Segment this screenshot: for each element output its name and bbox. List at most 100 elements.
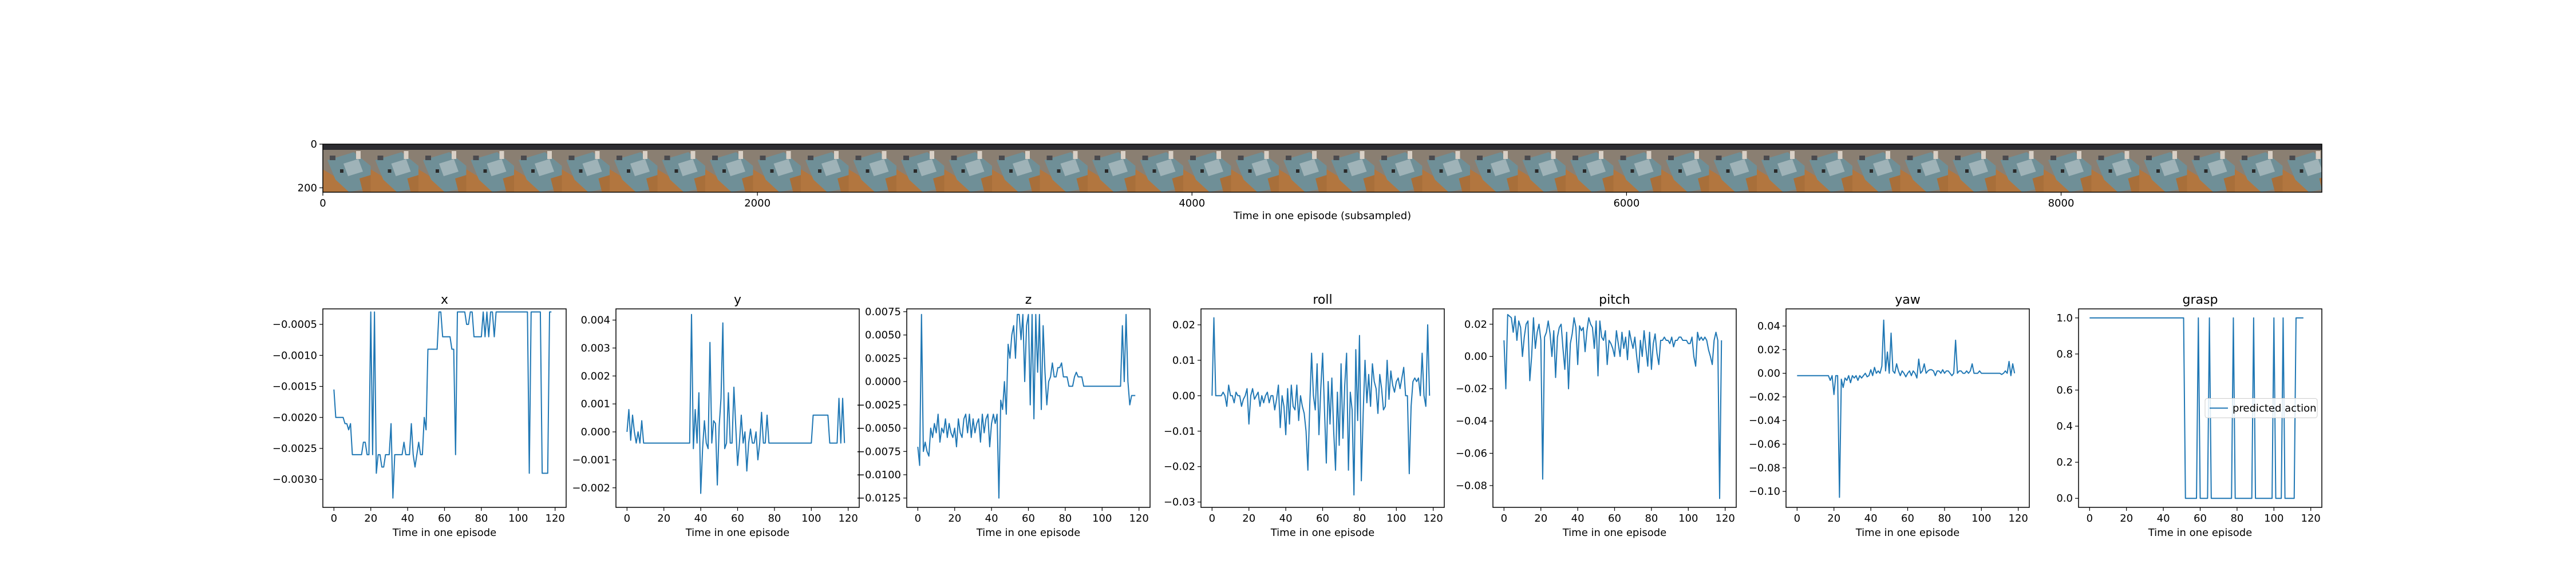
y-tick-label: 0.2 — [2056, 456, 2073, 468]
x-tick-label: 100 — [1092, 513, 1112, 525]
plot-title: grasp — [2183, 293, 2218, 307]
x-tick-label: 80 — [2230, 513, 2243, 525]
y-tick-label: −0.0050 — [856, 423, 901, 435]
series-line — [333, 311, 552, 499]
x-tick-label: 0 — [1209, 513, 1215, 525]
y-tick-label: 0.0 — [2056, 492, 2073, 505]
plot-yaw: yaw 0 20 40 60 80 100 120 −0.10 −0.08 −0.06 −0.04 −0… — [1749, 293, 2030, 539]
y-tick-label: −0.0005 — [272, 319, 317, 331]
y-tick-label: 0.0000 — [865, 376, 901, 388]
x-tick-label: 80 — [1645, 513, 1658, 525]
filmstrip-xtick-label: 4000 — [1179, 197, 1205, 209]
x-axis-label: Time in one episode — [392, 527, 497, 539]
x-tick-label: 20 — [1827, 513, 1840, 525]
plot-y: y 0 20 40 60 80 100 120 −0.002 −0.001 0.000 0.001 0.… — [572, 293, 860, 539]
x-tick-label: 100 — [1678, 513, 1698, 525]
legend-box — [2204, 398, 2318, 418]
y-tick-label: −0.08 — [1456, 480, 1487, 492]
x-axis-label: Time in one episode — [976, 527, 1081, 539]
x-axis-label: Time in one episode — [685, 527, 790, 539]
plot-frame — [2078, 308, 2322, 508]
y-tick-label: 0.00 — [1172, 390, 1195, 402]
legend: predicted action — [2204, 398, 2318, 418]
y-tick-label: 0.4 — [2056, 420, 2073, 432]
plot-pitch: pitch 0 20 40 60 80 100 120 −0.08 −0.06 −0.04 −0.02… — [1456, 293, 1737, 539]
y-tick-label: 0.01 — [1172, 355, 1195, 367]
x-tick-label: 120 — [1424, 513, 1443, 525]
y-tick-label: 0.0075 — [865, 306, 901, 318]
x-tick-label: 120 — [1129, 513, 1149, 525]
y-tick-label: −0.10 — [1749, 486, 1780, 498]
y-tick-label: −0.04 — [1749, 415, 1780, 427]
legend-label: predicted action — [2233, 403, 2317, 415]
plot-frame — [906, 308, 1151, 508]
x-tick-label: 60 — [2194, 513, 2207, 525]
x-tick-label: 40 — [1571, 513, 1585, 525]
series-line — [626, 313, 846, 494]
x-axis-label: Time in one episode — [2148, 527, 2253, 539]
plot-title: roll — [1313, 293, 1332, 307]
x-tick-label: 40 — [985, 513, 998, 525]
y-tick-label: −0.0020 — [272, 412, 317, 424]
x-tick-label: 120 — [839, 513, 858, 525]
plot-title: y — [734, 293, 741, 307]
y-tick-label: 0.0050 — [865, 329, 901, 341]
action-plots: x0 20 40 60 80 100 120−0.0030−0.0025−0.0020−0.… — [272, 293, 2322, 539]
x-tick-label: 100 — [1386, 513, 1406, 525]
y-tick-label: −0.02 — [1749, 391, 1780, 403]
y-tick-label: −0.002 — [572, 482, 610, 494]
plot-frame — [615, 308, 860, 508]
y-tick-label: −0.06 — [1749, 438, 1780, 450]
series-line — [1211, 317, 1431, 496]
x-tick-label: 80 — [475, 513, 488, 525]
y-tick-label: −0.02 — [1164, 461, 1195, 473]
y-tick-label: 0.000 — [580, 426, 610, 438]
x-tick-label: 40 — [2157, 513, 2170, 525]
y-tick-label: 0.004 — [580, 315, 610, 327]
x-axis-label: Time in one episode — [1270, 527, 1375, 539]
y-tick-label: 0.00 — [1464, 351, 1487, 363]
y-tick-label: −0.08 — [1749, 462, 1780, 474]
y-tick-label: −0.0125 — [856, 492, 901, 505]
plot-grasp: grasp 0 20 40 60 80 100 120 0.0 0.2 0.4 0.6 0.8 1.0 Ti… — [2056, 293, 2322, 539]
x-tick-label: 80 — [1938, 513, 1951, 525]
y-tick-label: 0.001 — [580, 398, 610, 410]
plot-title: yaw — [1895, 293, 1921, 307]
filmstrip-xtick-label: 2000 — [744, 197, 771, 209]
x-tick-label: 60 — [731, 513, 744, 525]
y-tick-label: −0.001 — [572, 454, 610, 466]
filmstrip-xtick-label: 6000 — [1613, 197, 1639, 209]
x-tick-label: 0 — [331, 513, 337, 525]
plot-title: pitch — [1599, 293, 1630, 307]
y-tick-label: −0.01 — [1164, 426, 1195, 438]
plot-title: z — [1025, 293, 1032, 307]
y-tick-label: 0.6 — [2056, 384, 2073, 396]
y-tick-label: 0.002 — [580, 370, 610, 382]
x-tick-label: 100 — [508, 513, 528, 525]
x-tick-label: 20 — [657, 513, 670, 525]
plot-roll: roll 0 20 40 60 80 100 120 −0.03 −0.02 −0.01 0.00 0.… — [1164, 293, 1445, 539]
y-tick-label: −0.02 — [1456, 383, 1487, 395]
x-tick-label: 40 — [401, 513, 414, 525]
plot-frame — [1200, 308, 1445, 508]
x-tick-label: 120 — [2009, 513, 2028, 525]
y-tick-label: −0.0010 — [272, 349, 317, 362]
series-line — [2089, 317, 2304, 499]
y-tick-label: −0.0100 — [856, 469, 901, 481]
plot-z: z 0 20 40 60 80 100 120 −0.0125 −0.0100 −0.0075 −0.… — [856, 293, 1151, 539]
x-tick-label: 0 — [1794, 513, 1800, 525]
x-tick-label: 80 — [768, 513, 781, 525]
y-tick-label: −0.0075 — [856, 446, 901, 458]
y-tick-label: 0.8 — [2056, 348, 2073, 360]
filmstrip-frame — [322, 144, 2322, 193]
x-tick-label: 20 — [1242, 513, 1255, 525]
y-tick-label: 0.02 — [1757, 344, 1780, 356]
series-line — [1503, 313, 1722, 499]
x-tick-label: 100 — [2264, 513, 2283, 525]
x-tick-label: 100 — [801, 513, 821, 525]
filmstrip-xlabel: Time in one episode (subsampled) — [1233, 210, 1411, 222]
y-tick-label: −0.0030 — [272, 474, 317, 486]
x-tick-label: 20 — [364, 513, 377, 525]
